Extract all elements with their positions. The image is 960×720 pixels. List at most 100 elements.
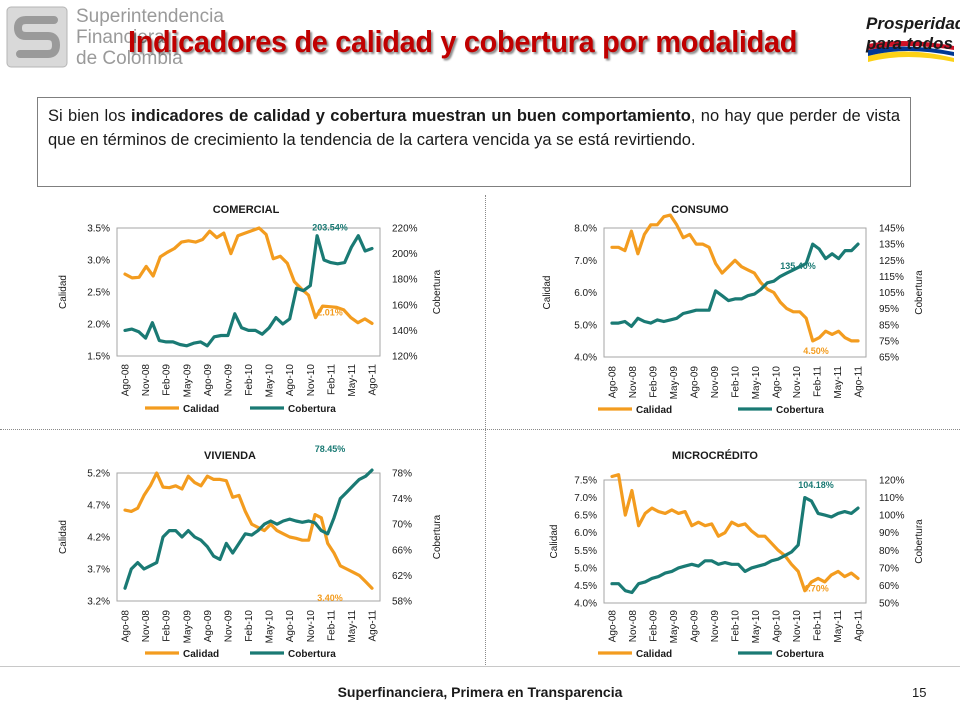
- y2-tick-label: 105%: [879, 288, 905, 299]
- chart-3: VIVIENDA 3.2% 3.7% 4.2% 4.7% 5.2% 58% 62% 66% 70%…: [58, 444, 443, 660]
- x-tick-label: Ago-11: [854, 366, 865, 398]
- y-tick-label: 4.5%: [574, 581, 597, 592]
- y2-tick-label: 120%: [879, 476, 905, 487]
- y-tick-label: 4.0%: [574, 353, 597, 364]
- legend-label: Calidad: [183, 649, 219, 660]
- prosperidad-logo: Prosperidad para todos: [866, 8, 960, 68]
- superfinanciera-s-icon: [6, 6, 68, 68]
- colombia-flag-icon: [868, 40, 954, 62]
- series-line-cobertura: [610, 242, 860, 328]
- legend-label: Cobertura: [776, 649, 824, 660]
- y-tick-label: 5.0%: [574, 320, 597, 331]
- y2-tick-label: 70%: [392, 520, 412, 531]
- legend: Calidad Cobertura: [145, 404, 336, 415]
- x-tick-label: Nov-08: [628, 366, 639, 399]
- y2-tick-label: 140%: [392, 326, 418, 337]
- x-tick-label: Feb-10: [731, 366, 742, 398]
- x-tick-label: Feb-11: [326, 364, 337, 395]
- y2-tick-label: 70%: [879, 563, 899, 574]
- legend-label: Cobertura: [288, 649, 336, 660]
- y-axis-title: Calidad: [58, 275, 69, 309]
- data-label: 203.54%: [312, 222, 348, 232]
- x-tick-label: May-09: [669, 366, 680, 400]
- y2-tick-label: 125%: [879, 256, 905, 267]
- y-tick-label: 7.0%: [574, 493, 597, 504]
- x-tick-label: Nov-08: [628, 610, 639, 643]
- x-tick-label: Nov-10: [306, 610, 317, 643]
- y-tick-label: 5.2%: [87, 469, 110, 480]
- y2-axis-title: Cobertura: [432, 514, 443, 559]
- x-tick-label: Ago-08: [121, 610, 132, 643]
- x-tick-label: Feb-09: [162, 364, 173, 396]
- x-tick-label: Ago-08: [608, 366, 619, 399]
- legend: Calidad Cobertura: [598, 649, 824, 660]
- vertical-divider: [485, 195, 486, 665]
- x-tick-label: Ago-10: [772, 610, 783, 643]
- legend: Calidad Cobertura: [598, 405, 824, 416]
- x-tick-label: Feb-11: [813, 610, 824, 641]
- chart-title: MICROCRÉDITO: [672, 449, 758, 462]
- y2-tick-label: 60%: [879, 581, 899, 592]
- y2-tick-label: 80%: [879, 546, 899, 557]
- y2-axis-title: Cobertura: [914, 519, 925, 564]
- series-line-calidad: [610, 473, 860, 593]
- chart-4: MICROCRÉDITO 4.0% 4.5% 5.0% 5.5% 6.0% 6.5% 7.0%…: [549, 449, 925, 660]
- y2-tick-label: 85%: [879, 320, 899, 331]
- footer-divider: [0, 666, 960, 667]
- x-tick-label: Feb-10: [244, 364, 255, 396]
- y2-tick-label: 120%: [392, 352, 418, 363]
- x-tick-label: May-11: [833, 366, 844, 399]
- data-label: 2.01%: [317, 307, 343, 317]
- x-tick-label: Ago-11: [368, 364, 379, 396]
- x-tick-label: Nov-10: [792, 610, 803, 643]
- y2-tick-label: 135%: [879, 240, 905, 251]
- chart-2: CONSUMO 4.0% 5.0% 6.0% 7.0% 8.0% 65% 75% 85% 95% 1…: [542, 204, 925, 416]
- page-number: 15: [912, 685, 927, 700]
- legend: Calidad Cobertura: [145, 649, 336, 660]
- x-tick-label: May-10: [751, 366, 762, 400]
- y2-tick-label: 115%: [879, 272, 904, 283]
- series-line-calidad: [123, 471, 374, 590]
- x-tick-label: Ago-09: [690, 610, 701, 643]
- y-tick-label: 2.0%: [87, 320, 110, 331]
- chart-title: VIVIENDA: [204, 450, 256, 462]
- x-tick-label: Nov-10: [792, 366, 803, 399]
- y-axis-title: Calidad: [58, 520, 69, 554]
- series-line-cobertura: [123, 468, 374, 590]
- x-tick-label: Nov-09: [710, 366, 721, 399]
- legend-label: Calidad: [183, 404, 219, 415]
- legend-label: Calidad: [636, 649, 672, 660]
- y-tick-label: 3.2%: [87, 597, 110, 608]
- superfinanciera-wordmark: Superintendencia Financiera de Colombia: [76, 6, 224, 69]
- y-tick-label: 6.5%: [574, 511, 597, 522]
- x-tick-label: Feb-09: [162, 610, 173, 642]
- y-tick-label: 5.5%: [574, 546, 597, 557]
- data-label: 4.50%: [803, 346, 829, 356]
- y2-tick-label: 62%: [392, 571, 412, 582]
- x-tick-label: Nov-10: [306, 364, 317, 397]
- legend-label: Calidad: [636, 405, 672, 416]
- x-tick-label: May-10: [265, 610, 276, 644]
- x-tick-label: Ago-11: [368, 610, 379, 642]
- y2-tick-label: 180%: [392, 275, 418, 286]
- x-tick-label: May-09: [182, 364, 193, 398]
- y-axis-title: Calidad: [542, 276, 553, 310]
- y2-axis-title: Cobertura: [432, 269, 443, 314]
- x-tick-label: Feb-11: [813, 366, 824, 397]
- x-tick-label: Feb-10: [731, 610, 742, 642]
- x-tick-label: May-11: [347, 610, 358, 643]
- chart-1: COMERCIAL 1.5% 2.0% 2.5% 3.0% 3.5% 120% 140% 160…: [58, 204, 443, 415]
- x-tick-label: Feb-10: [244, 610, 255, 642]
- superfinanciera-logo: Superintendencia Financiera de Colombia: [6, 4, 224, 70]
- y2-tick-label: 50%: [879, 599, 899, 610]
- x-tick-label: Nov-08: [141, 364, 152, 397]
- x-tick-label: May-09: [669, 610, 680, 644]
- y-tick-label: 6.0%: [574, 288, 597, 299]
- x-tick-label: Ago-08: [608, 610, 619, 643]
- y-tick-label: 8.0%: [574, 224, 597, 235]
- y2-tick-label: 74%: [392, 494, 412, 505]
- y-axis-title: Calidad: [549, 525, 560, 559]
- series-line-cobertura: [610, 496, 860, 595]
- y2-tick-label: 65%: [879, 353, 899, 364]
- chart-title: CONSUMO: [671, 204, 729, 216]
